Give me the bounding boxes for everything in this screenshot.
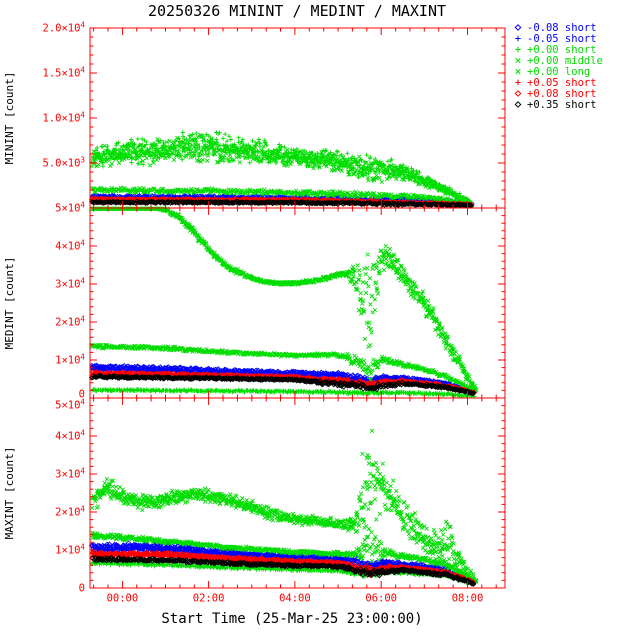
legend-label: -0.05 short xyxy=(527,33,597,45)
y-axis-title-minint: MININT [count] xyxy=(3,72,16,165)
xtick-label-02-00: 02:00 xyxy=(193,593,225,605)
legend-entry-0-05-short: -0.05 short xyxy=(515,33,597,45)
ytick-label-minint-5-0-10-3: 5.0×103 xyxy=(42,156,85,170)
chart-dynamic-layer: 5.0×103 1.0×104 1.5×104 2.0×104 0 1×104 2×104 3… xyxy=(42,21,602,605)
ytick-label-medint-1-10-4: 1×104 xyxy=(55,353,85,367)
legend-symbol-diamond-icon xyxy=(514,101,522,108)
legend-symbol-diamond-icon xyxy=(514,24,522,31)
y-axis-title-medint: MEDINT [count] xyxy=(3,257,16,350)
ytick-label-medint-5-10-4: 5×104 xyxy=(55,201,85,215)
series-minint-0-35-short xyxy=(88,198,475,209)
legend-label: +0.00 long xyxy=(527,66,590,78)
legend-entry-0-08-short: +0.08 short xyxy=(514,88,597,100)
legend-entry-0-00-long: +0.00 long xyxy=(515,66,590,78)
y-axis-title-maxint: MAXINT [count] xyxy=(3,447,16,540)
series-medint-0-00-long xyxy=(89,206,479,393)
xtick-label-08-00: 08:00 xyxy=(452,593,484,605)
ytick-label-minint-1-5-10-4: 1.5×104 xyxy=(42,66,85,80)
legend: -0.08 short-0.05 short+0.00 short+0.00 m… xyxy=(514,22,603,111)
legend-label: +0.35 short xyxy=(527,99,597,111)
series-maxint-0-00-long xyxy=(89,428,479,584)
legend-entry-0-35-short: +0.35 short xyxy=(514,99,597,111)
panel-medint-ticks xyxy=(90,208,505,398)
legend-entry-0-00-short: +0.00 short xyxy=(515,44,597,56)
legend-entry-0-08-short: -0.08 short xyxy=(514,22,597,34)
ytick-label-medint-2-10-4: 2×104 xyxy=(55,315,85,329)
legend-symbol-x-icon xyxy=(515,57,521,64)
legend-label: -0.08 short xyxy=(527,22,597,34)
ytick-label-maxint-1-10-4: 1×104 xyxy=(55,543,85,557)
xtick-label-06-00: 06:00 xyxy=(365,593,397,605)
ytick-label-maxint-2-10-4: 2×104 xyxy=(55,505,85,519)
chart-title: 20250326 MININT / MEDINT / MAXINT xyxy=(148,2,446,20)
legend-label: +0.08 short xyxy=(527,88,597,100)
legend-symbol-plus-icon xyxy=(515,35,521,42)
legend-entry-0-00-middle: +0.00 middle xyxy=(515,55,603,67)
panel-minint-ticks xyxy=(90,28,505,208)
series-minint-0-00-long xyxy=(90,185,475,208)
series-medint-0-35-short xyxy=(88,372,477,397)
legend-label: +0.00 short xyxy=(527,44,597,56)
series-maxint-0-35-short xyxy=(89,554,477,587)
panel-maxint-ticks xyxy=(90,398,505,588)
legend-label: +0.00 middle xyxy=(527,55,603,67)
ytick-label-maxint-4-10-4: 4×104 xyxy=(55,429,85,443)
legend-symbol-diamond-icon xyxy=(514,90,522,97)
legend-entry-0-05-short: +0.05 short xyxy=(515,77,597,89)
legend-label: +0.05 short xyxy=(527,77,597,89)
ytick-label-medint-4-10-4: 4×104 xyxy=(55,239,85,253)
ytick-label-medint-0: 0 xyxy=(79,389,85,401)
ytick-label-medint-3-10-4: 3×104 xyxy=(55,277,85,291)
xtick-label-04-00: 04:00 xyxy=(279,593,311,605)
x-axis-title: Start Time (25-Mar-25 23:00:00) xyxy=(161,611,422,627)
ytick-label-maxint-0: 0 xyxy=(79,583,85,595)
legend-symbol-plus-icon xyxy=(515,79,521,86)
legend-symbol-x-icon xyxy=(515,68,521,75)
ytick-label-minint-1-0-10-4: 1.0×104 xyxy=(42,111,85,125)
ytick-label-maxint-3-10-4: 3×104 xyxy=(55,467,85,481)
xtick-label-00-00: 00:00 xyxy=(107,593,139,605)
series-minint-0-00-middle xyxy=(89,132,474,207)
series-maxint-0-00-middle xyxy=(90,526,477,585)
ytick-label-maxint-5-10-4: 5×104 xyxy=(55,398,85,412)
ytick-label-minint-2-0-10-4: 2.0×104 xyxy=(42,21,85,35)
panel-maxint-frame xyxy=(89,397,506,589)
legend-symbol-plus-icon xyxy=(515,46,521,53)
